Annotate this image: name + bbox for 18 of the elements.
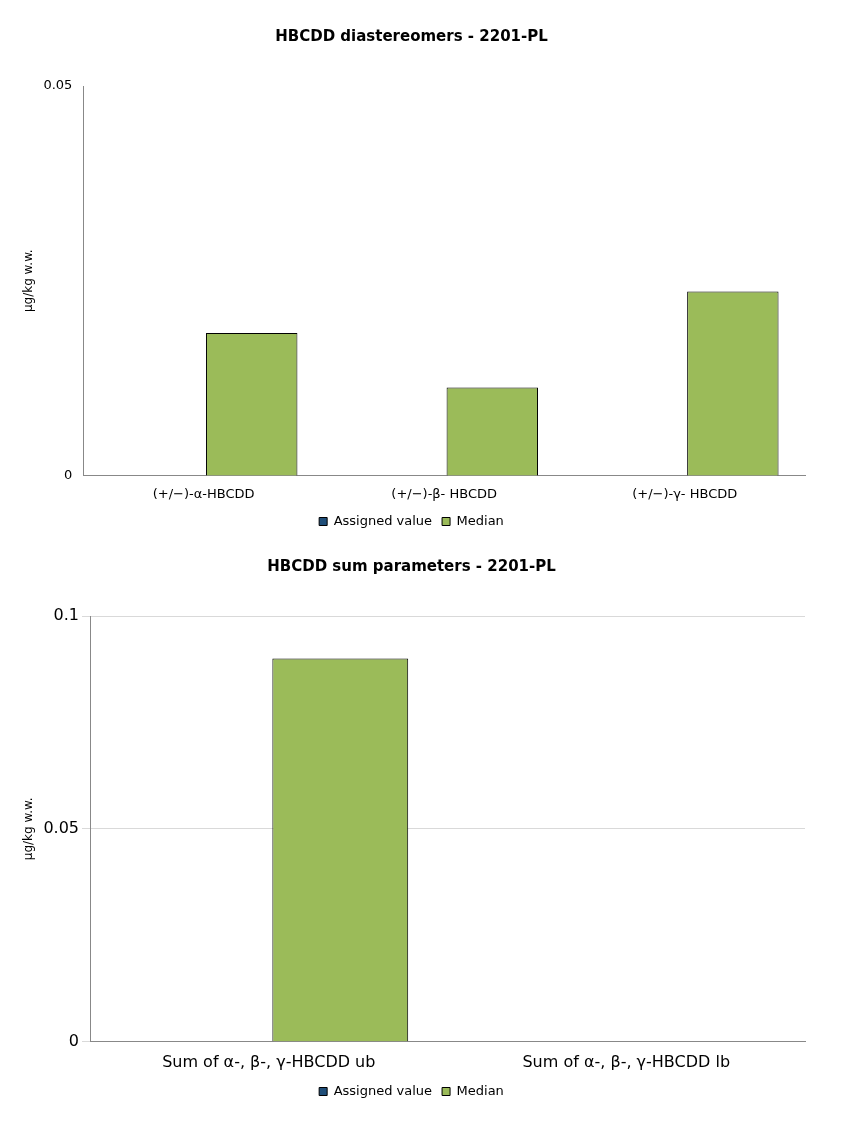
legend-label: Assigned value [333,1082,433,1098]
y-tick-label: 0 [64,466,73,482]
chart-title: HBCDD sum parameters - 2201-PL [267,556,557,575]
x-tick-label: (+/−)-α-HBCDD [152,485,255,501]
x-tick-label: Sum of α-, β-, γ-HBCDD lb [522,1051,731,1071]
y-axis-title: µg/kg w.w. [21,797,36,861]
y-tick-label: 0.05 [43,818,80,838]
x-tick-label: (+/−)-γ- HBCDD [632,485,738,501]
x-tick-label: (+/−)-β- HBCDD [391,485,498,501]
y-tick-label: 0.1 [53,605,80,625]
legend-label: Median [456,1082,504,1098]
y-tick-label: 0.05 [43,77,73,93]
legend-label: Median [456,512,504,528]
x-tick-label: Sum of α-, β-, γ-HBCDD ub [162,1051,376,1071]
legend-label: Assigned value [333,512,433,528]
y-axis-title: µg/kg w.w. [21,249,36,313]
y-tick-label: 0 [68,1030,80,1050]
chart-title: HBCDD diastereomers - 2201-PL [275,26,549,45]
